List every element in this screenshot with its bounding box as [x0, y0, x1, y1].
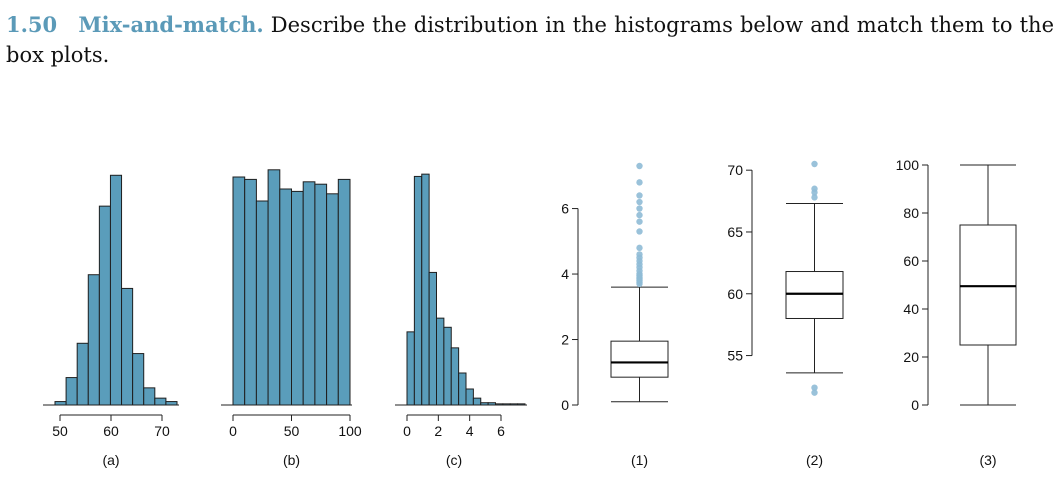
hist-bar — [65, 377, 78, 406]
panel-label: (a) — [102, 452, 119, 468]
panel-label: (2) — [806, 452, 823, 468]
hist-bar — [154, 397, 167, 406]
panel-label: (b) — [283, 452, 300, 468]
outlier-point — [636, 179, 643, 186]
hist-bar — [279, 188, 292, 406]
outlier-point — [811, 384, 818, 391]
x-tick-label: 100 — [338, 423, 362, 439]
hist-bar — [509, 403, 519, 406]
x-tick-label: 4 — [466, 423, 474, 439]
hist-bar — [232, 176, 246, 406]
x-tick-label: 50 — [52, 423, 68, 439]
hist-bar — [480, 402, 489, 406]
hist-bar — [121, 287, 134, 406]
y-tick-label: 20 — [903, 349, 919, 365]
hist-bar — [517, 403, 526, 406]
y-tick-label: 60 — [727, 286, 743, 302]
iqr-box — [610, 340, 669, 378]
problem-title: Mix-and-match. — [78, 12, 264, 37]
x-tick-label: 0 — [403, 423, 411, 439]
hist-bar — [487, 402, 496, 406]
hist-bar — [413, 175, 423, 406]
hist-bar — [244, 178, 257, 406]
problem-number: 1.50 — [6, 12, 58, 37]
outlier-point — [636, 205, 643, 212]
y-tick-label: 4 — [561, 266, 569, 282]
y-tick-label: 0 — [911, 397, 919, 413]
hist-bar — [314, 183, 328, 406]
outlier-point — [636, 162, 643, 170]
hist-bar — [472, 397, 482, 406]
outlier-point — [811, 185, 818, 192]
hist-bar — [337, 178, 351, 406]
hist-bar — [428, 271, 437, 406]
y-tick-label: 100 — [896, 157, 920, 173]
hist-bar — [495, 403, 504, 406]
panel-label: (3) — [979, 452, 996, 468]
hist-bar — [443, 326, 452, 406]
x-tick-label: 60 — [103, 423, 119, 439]
outlier-point — [636, 218, 643, 225]
y-tick-label: 6 — [561, 201, 569, 217]
hist-bar — [87, 274, 100, 406]
hist-bar — [326, 193, 339, 406]
outlier-point — [636, 198, 643, 206]
outlier-point — [636, 228, 643, 235]
hist-bar — [54, 401, 67, 406]
hist-bar — [267, 169, 281, 406]
hist-bar — [502, 403, 511, 406]
y-tick-label: 60 — [903, 253, 919, 269]
hist-bar — [302, 181, 316, 406]
hist-bar — [98, 205, 111, 406]
panel-label: (1) — [631, 452, 648, 468]
y-tick-label: 70 — [727, 162, 743, 178]
outlier-point — [811, 389, 818, 396]
outlier-point — [636, 211, 643, 219]
hist-bar — [458, 372, 467, 406]
hist-bar — [465, 388, 474, 406]
y-tick-label: 0 — [561, 397, 569, 413]
x-tick-label: 6 — [497, 423, 505, 439]
outlier-point — [636, 244, 643, 252]
y-tick-label: 80 — [903, 205, 919, 221]
iqr-box — [959, 224, 1017, 346]
hist-bar — [436, 317, 445, 406]
x-tick-label: 50 — [284, 423, 300, 439]
y-tick-label: 2 — [561, 332, 569, 348]
problem-statement: 1.50 Mix-and-match. Describe the distrib… — [6, 10, 1054, 70]
iqr-box — [785, 271, 844, 319]
hist-bar — [450, 347, 460, 406]
hist-bar — [109, 174, 123, 406]
hist-bar — [143, 387, 156, 406]
y-tick-label: 65 — [727, 224, 743, 240]
outlier-point — [811, 194, 818, 201]
hist-bar — [291, 190, 304, 406]
outlier-point — [636, 251, 643, 258]
x-tick-label: 2 — [434, 423, 442, 439]
y-tick-label: 55 — [727, 348, 743, 364]
outlier-point — [636, 192, 643, 199]
x-tick-label: 0 — [229, 423, 237, 439]
y-tick-label: 40 — [903, 301, 919, 317]
outlier-point — [811, 160, 818, 168]
hist-bar — [421, 173, 430, 406]
hist-bar — [165, 401, 178, 406]
hist-bar — [255, 200, 269, 406]
hist-bar — [76, 342, 89, 406]
problem-text: Describe the distribution in the histogr… — [6, 13, 1054, 67]
hist-bar — [132, 353, 145, 406]
panel-label: (c) — [446, 452, 462, 468]
x-tick-label: 70 — [154, 423, 170, 439]
hist-bar — [406, 331, 415, 406]
